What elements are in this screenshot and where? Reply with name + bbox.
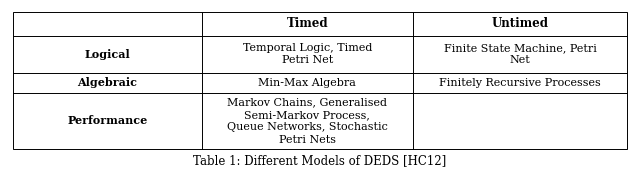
Text: Min-Max Algebra: Min-Max Algebra [259, 78, 356, 88]
Text: Logical: Logical [84, 49, 130, 60]
Text: Untimed: Untimed [492, 17, 548, 30]
Text: Table 1: Different Models of DEDS [HC12]: Table 1: Different Models of DEDS [HC12] [193, 154, 447, 167]
Bar [13, 12, 627, 149]
Text: Markov Chains, Generalised
Semi-Markov Process,
Queue Networks, Stochastic
Petri: Markov Chains, Generalised Semi-Markov P… [227, 97, 388, 145]
Text: Timed: Timed [286, 17, 328, 30]
Text: Finitely Recursive Processes: Finitely Recursive Processes [439, 78, 601, 88]
Text: Algebraic: Algebraic [77, 77, 137, 88]
Text: Temporal Logic, Timed
Petri Net: Temporal Logic, Timed Petri Net [243, 43, 372, 65]
Text: Finite State Machine, Petri
Net: Finite State Machine, Petri Net [444, 43, 596, 65]
Text: Performance: Performance [67, 115, 147, 127]
